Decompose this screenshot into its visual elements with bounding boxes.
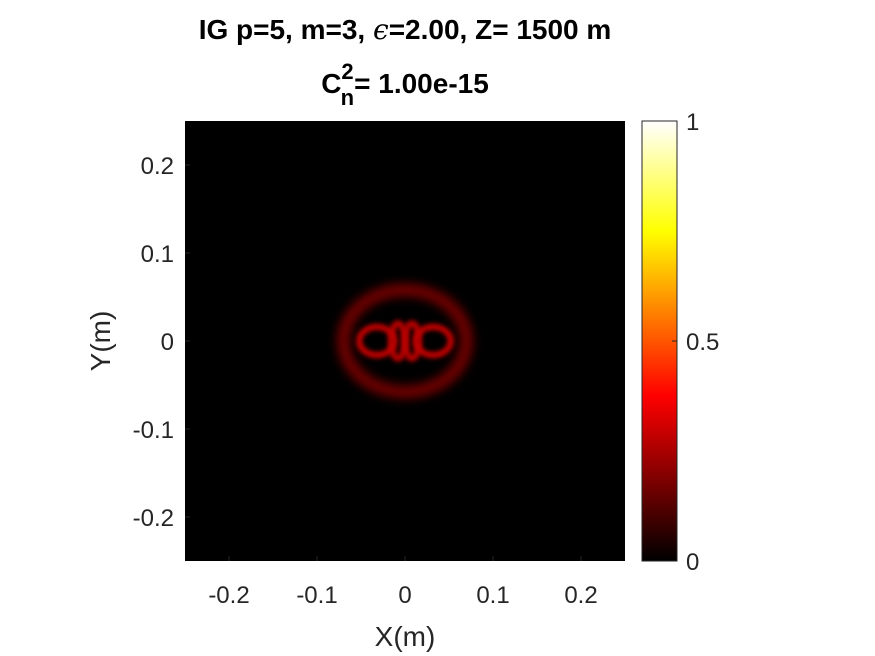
intensity-lobe-1	[356, 323, 398, 359]
x-tick-label: 0.1	[476, 582, 509, 609]
intensity-pattern	[337, 283, 473, 399]
y-tick-label: -0.2	[133, 505, 174, 532]
colorbar-tick-label: 0	[686, 549, 699, 576]
x-axis-ticks: -0.2 -0.1 0 0.1 0.2	[208, 556, 598, 609]
x-tick-label: -0.2	[208, 582, 249, 609]
plot-area	[185, 121, 625, 561]
y-tick-label: -0.1	[133, 417, 174, 444]
x-axis-label: X(m)	[375, 621, 436, 652]
intensity-ring	[337, 283, 473, 399]
y-tick-label: 0.2	[141, 153, 174, 180]
colorbar-ticks: 00.51	[672, 109, 719, 576]
chart-title-line1: IG p=5, m=3, ϵ=2.00, Z= 1500 m	[199, 13, 612, 46]
y-axis-label: Y(m)	[85, 311, 116, 372]
colorbar-tick-label: 0.5	[686, 329, 719, 356]
y-axis-ticks: 0.2 0.1 0 -0.1 -0.2	[133, 153, 190, 532]
colorbar-gradient	[641, 120, 678, 562]
x-tick-label: -0.1	[296, 582, 337, 609]
x-tick-label: 0.2	[564, 582, 597, 609]
y-tick-label: 0.1	[141, 241, 174, 268]
intensity-lobe-2	[412, 323, 454, 359]
colorbar: 00.51	[641, 109, 719, 576]
y-tick-label: 0	[161, 329, 174, 356]
x-tick-label: 0	[398, 582, 411, 609]
chart-title-line2: C2 n= 1.00e-15	[321, 59, 489, 110]
colorbar-tick-label: 1	[686, 109, 699, 136]
intensity-lobe-4	[402, 320, 423, 362]
